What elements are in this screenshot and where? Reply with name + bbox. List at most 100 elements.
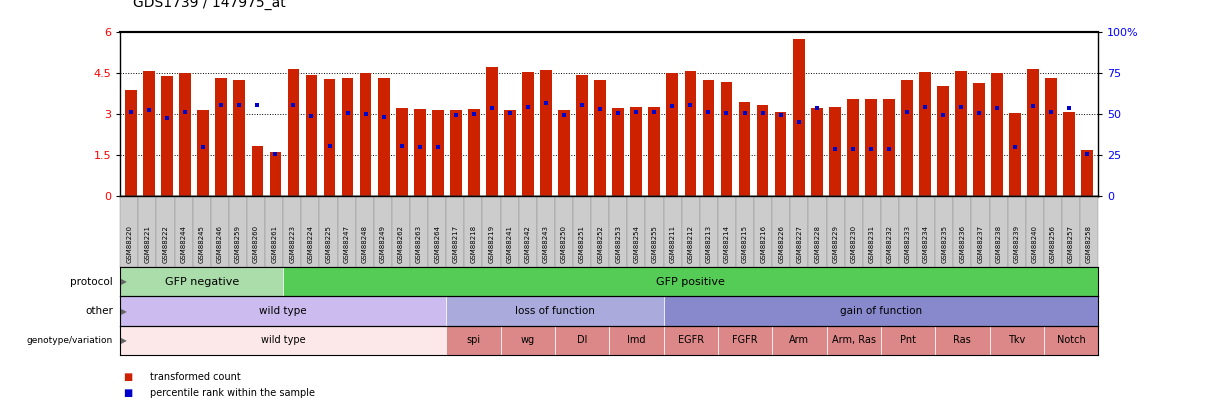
Bar <box>774 113 787 196</box>
Text: GSM88231: GSM88231 <box>869 225 875 263</box>
Text: GSM88247: GSM88247 <box>344 225 350 263</box>
Bar <box>594 80 606 196</box>
Text: GSM88253: GSM88253 <box>615 225 621 263</box>
Text: GSM88238: GSM88238 <box>995 225 1001 263</box>
Text: GSM88236: GSM88236 <box>960 225 966 263</box>
Text: GSM88235: GSM88235 <box>941 225 947 263</box>
Bar <box>161 76 173 196</box>
Bar <box>287 69 299 196</box>
Text: transformed count: transformed count <box>150 372 240 382</box>
Bar <box>883 99 894 196</box>
Text: Notch: Notch <box>1056 335 1086 345</box>
Bar <box>450 110 461 196</box>
Text: GFP positive: GFP positive <box>656 277 725 287</box>
Text: Pnt: Pnt <box>901 335 917 345</box>
Text: Ras: Ras <box>953 335 972 345</box>
Text: GSM88233: GSM88233 <box>906 225 910 263</box>
Text: GSM88215: GSM88215 <box>742 225 748 263</box>
Text: GDS1739 / 147975_at: GDS1739 / 147975_at <box>133 0 285 10</box>
Text: GSM88225: GSM88225 <box>325 225 331 263</box>
Text: Dl: Dl <box>577 335 588 345</box>
Text: ▶: ▶ <box>121 336 128 345</box>
Bar <box>865 99 876 196</box>
Text: GSM88245: GSM88245 <box>199 225 205 263</box>
Text: GSM88250: GSM88250 <box>561 225 567 263</box>
Text: GSM88258: GSM88258 <box>1086 225 1092 263</box>
Text: GSM88230: GSM88230 <box>850 225 856 263</box>
Bar <box>955 71 967 196</box>
Bar <box>523 72 534 196</box>
Text: protocol: protocol <box>70 277 113 287</box>
Text: GSM88213: GSM88213 <box>706 225 712 263</box>
Text: GSM88240: GSM88240 <box>1032 225 1038 263</box>
Text: GSM88262: GSM88262 <box>398 225 404 263</box>
Text: GSM88244: GSM88244 <box>180 225 187 263</box>
Text: EGFR: EGFR <box>677 335 704 345</box>
Text: other: other <box>85 306 113 316</box>
Bar <box>396 108 407 196</box>
Text: GSM88263: GSM88263 <box>416 225 422 263</box>
Text: GSM88248: GSM88248 <box>362 225 368 263</box>
Bar <box>631 107 642 196</box>
Bar <box>991 73 1002 196</box>
Text: wild type: wild type <box>261 335 306 345</box>
Text: GSM88211: GSM88211 <box>670 225 676 263</box>
Bar <box>378 77 389 196</box>
Text: GSM88252: GSM88252 <box>598 225 604 263</box>
Text: FGFR: FGFR <box>733 335 758 345</box>
Text: GSM88234: GSM88234 <box>923 225 929 263</box>
Bar <box>324 79 335 196</box>
Text: GSM88222: GSM88222 <box>162 225 168 263</box>
Text: GSM88226: GSM88226 <box>778 225 784 263</box>
Bar <box>216 77 227 196</box>
Text: ■: ■ <box>123 388 133 398</box>
Bar <box>703 80 714 196</box>
Text: GSM88254: GSM88254 <box>633 225 639 263</box>
Bar <box>811 108 822 196</box>
Text: Arm: Arm <box>789 335 810 345</box>
Bar <box>1081 150 1093 196</box>
Bar <box>829 107 840 196</box>
Text: GSM88246: GSM88246 <box>217 225 223 263</box>
Bar <box>685 71 696 196</box>
Bar <box>360 73 372 196</box>
Text: GSM88256: GSM88256 <box>1050 225 1056 263</box>
Bar <box>1045 77 1058 196</box>
Text: GSM88264: GSM88264 <box>434 225 440 263</box>
Bar <box>901 80 913 196</box>
Text: GSM88243: GSM88243 <box>542 225 548 263</box>
Text: spi: spi <box>466 335 481 345</box>
Bar <box>720 81 733 196</box>
Text: Arm, Ras: Arm, Ras <box>832 335 876 345</box>
Bar <box>739 102 751 196</box>
Text: ▶: ▶ <box>121 277 128 286</box>
Text: GSM88232: GSM88232 <box>887 225 893 263</box>
Text: GSM88223: GSM88223 <box>290 225 296 263</box>
Bar <box>540 70 552 196</box>
Text: GSM88229: GSM88229 <box>833 225 838 263</box>
Bar <box>467 109 480 196</box>
Text: GSM88237: GSM88237 <box>978 225 984 263</box>
Bar <box>937 86 948 196</box>
Text: gain of function: gain of function <box>839 306 921 316</box>
Text: GSM88241: GSM88241 <box>507 225 513 263</box>
Bar <box>504 110 515 196</box>
Text: GSM88221: GSM88221 <box>145 225 151 263</box>
Bar <box>847 99 859 196</box>
Text: Imd: Imd <box>627 335 645 345</box>
Text: Tkv: Tkv <box>1009 335 1026 345</box>
Bar <box>648 107 660 196</box>
Text: GSM88249: GSM88249 <box>380 225 385 263</box>
Bar <box>973 83 985 196</box>
Bar <box>413 109 426 196</box>
Bar <box>125 90 137 196</box>
Text: GSM88228: GSM88228 <box>815 225 821 263</box>
Bar <box>486 66 498 196</box>
Bar <box>1027 69 1039 196</box>
Text: GSM88216: GSM88216 <box>761 225 766 263</box>
Bar <box>270 152 281 196</box>
Bar <box>252 146 264 196</box>
Text: ■: ■ <box>123 372 133 382</box>
Bar <box>558 110 571 196</box>
Bar <box>1064 112 1075 196</box>
